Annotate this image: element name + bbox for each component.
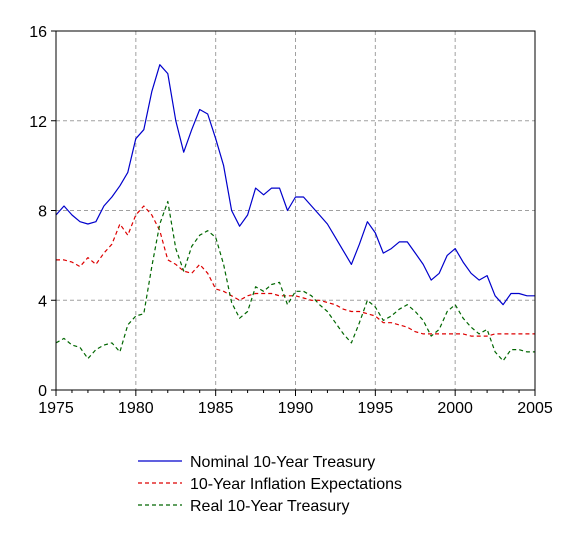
y-tick-label: 16: [29, 24, 47, 41]
y-tick-label: 12: [29, 114, 47, 131]
axis-ticks: [51, 30, 536, 396]
x-tick-label: 1985: [198, 400, 234, 417]
legend-label-3: Real 10-Year Treasury: [190, 498, 350, 515]
x-axis-tick-labels: 1975 1980 1985 1990 1995 2000 2005: [38, 400, 553, 417]
series-lines: [55, 64, 535, 362]
x-tick-label: 2005: [517, 400, 553, 417]
legend: Nominal 10-Year Treasury 10-Year Inflatio…: [138, 454, 402, 515]
y-tick-label: 4: [38, 293, 47, 310]
y-tick-label: 0: [38, 383, 47, 400]
x-tick-label: 1995: [358, 400, 394, 417]
y-tick-label: 8: [38, 204, 47, 221]
legend-label-2: 10-Year Inflation Expectations: [190, 476, 402, 493]
y-axis-tick-labels: 0 4 8 12 16: [29, 24, 47, 400]
x-tick-label: 1990: [278, 400, 314, 417]
series-line-3: [55, 200, 535, 362]
x-tick-label: 1975: [38, 400, 74, 417]
x-tick-label: 2000: [437, 400, 473, 417]
series-line-1: [55, 64, 535, 306]
grid-lines: [56, 31, 535, 390]
legend-label-1: Nominal 10-Year Treasury: [190, 454, 375, 471]
x-tick-label: 1980: [118, 400, 154, 417]
